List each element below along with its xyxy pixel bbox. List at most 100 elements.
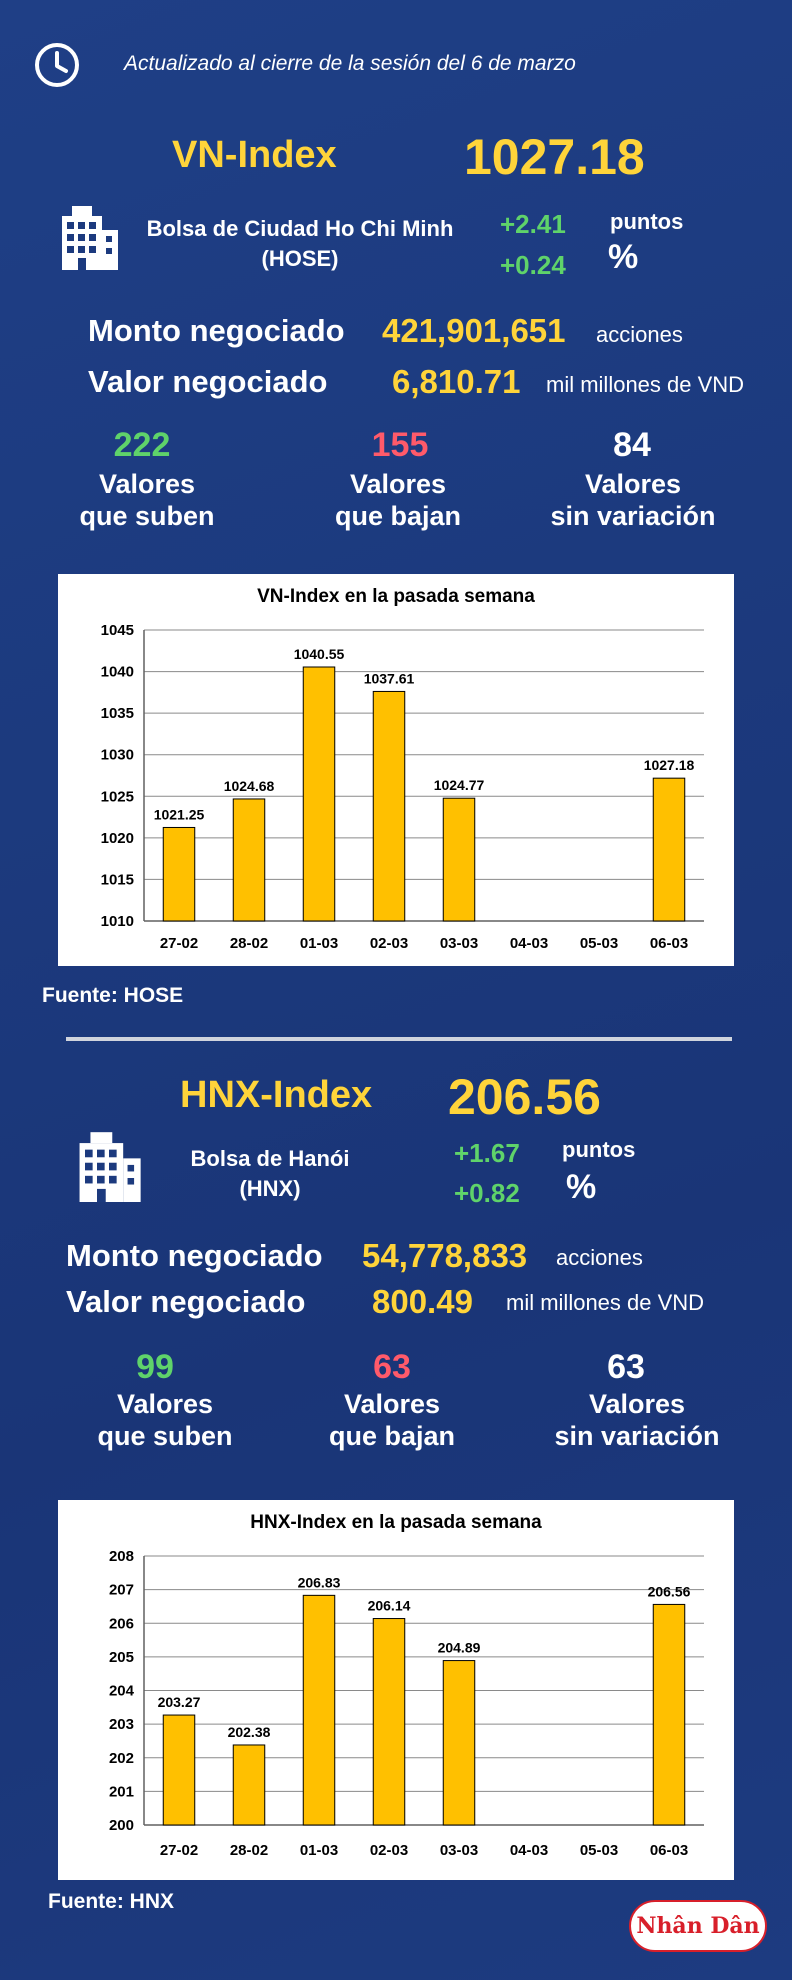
y-tick-label: 1040 (101, 664, 134, 681)
hnx-up-label: Valores que suben (55, 1388, 275, 1452)
vn-down-label-line1: Valores (349, 469, 447, 499)
bar (232, 1744, 266, 1826)
data-label: 1024.77 (434, 777, 485, 793)
x-tick-label: 06-03 (650, 1842, 688, 1859)
hnx-valuetraded-label: Valor negociado (66, 1284, 306, 1319)
hnx-volume-value: 54,778,833 (362, 1237, 528, 1274)
bar (162, 826, 196, 922)
logo-text: Nhân Dân (636, 1913, 760, 1939)
vn-exchange-line2: (HOSE) (261, 246, 339, 271)
x-tick-label: 01-03 (300, 1842, 338, 1859)
x-tick-label: 05-03 (580, 935, 618, 952)
y-tick-label: 1015 (101, 871, 134, 888)
bar (652, 1603, 686, 1826)
hnx-flat-label-line1: Valores (588, 1389, 686, 1419)
x-tick-label: 05-03 (580, 1842, 618, 1859)
hnx-valuetraded-unit: mil millones de VND (506, 1290, 705, 1315)
data-label: 202.38 (228, 1724, 271, 1740)
vn-change-points: +2.41 (500, 209, 566, 239)
data-label: 206.83 (298, 1574, 341, 1590)
updated-text: Actualizado al cierre de la sesión del 6… (124, 52, 576, 75)
y-tick-label: 201 (109, 1783, 134, 1800)
y-tick-label: 202 (109, 1750, 134, 1767)
vn-chart-panel: VN-Index en la pasada semana 1010 1015 1020… (58, 574, 734, 966)
data-label: 1040.55 (294, 646, 345, 662)
y-tick-label: 203 (109, 1716, 134, 1733)
vn-up-label-line1: Valores (98, 469, 196, 499)
hnx-down-label-line1: Valores (343, 1389, 441, 1419)
y-tick-label: 204 (109, 1683, 135, 1700)
hnx-change-points-unit: puntos (562, 1137, 636, 1162)
vn-up-label: Valores que suben (37, 468, 257, 532)
hnx-down-label-line2: que bajan (328, 1421, 456, 1451)
data-label: 1024.68 (224, 778, 275, 794)
y-tick-label: 205 (109, 1649, 134, 1666)
data-label: 206.56 (648, 1583, 691, 1599)
vn-up-label-line2: que suben (79, 501, 215, 531)
vn-valuetraded-unit: mil millones de VND (546, 372, 745, 397)
vn-valuetraded-value: 6,810.71 (392, 363, 521, 400)
bar (652, 777, 686, 922)
vn-volume-value: 421,901,651 (382, 312, 566, 349)
bar (442, 797, 476, 922)
bar (442, 1660, 476, 1826)
data-label: 1027.18 (644, 757, 695, 773)
vn-down-label: Valores que bajan (288, 468, 508, 532)
hnx-up-label-line1: Valores (116, 1389, 214, 1419)
y-tick-label: 1030 (101, 747, 134, 764)
hnx-up-label-line2: que suben (97, 1421, 233, 1451)
y-tick-label: 206 (109, 1615, 134, 1632)
nhan-dan-logo: Nhân Dân (629, 1900, 767, 1952)
hnx-down-label: Valores que bajan (282, 1388, 502, 1452)
vn-flat-label-line2: sin variación (550, 501, 716, 531)
hnx-source: Fuente: HNX (48, 1890, 174, 1913)
data-label: 1037.61 (364, 670, 415, 686)
hnx-index-value: 206.56 (448, 1069, 601, 1125)
vn-volume-label: Monto negociado (88, 313, 345, 348)
building-icon (79, 1132, 141, 1202)
hnx-chart-panel: HNX-Index en la pasada semana 200 201 202 20… (58, 1500, 734, 1880)
y-tick-label: 207 (109, 1582, 134, 1599)
chart-title: HNX-Index en la pasada semana (250, 1512, 542, 1533)
data-label: 1021.25 (154, 806, 205, 822)
bar (302, 1594, 336, 1826)
vn-down-label-line2: que bajan (334, 501, 462, 531)
x-tick-label: 06-03 (650, 935, 688, 952)
vn-change-pct-unit: % (608, 238, 639, 276)
vn-exchange-line1: Bolsa de Ciudad Ho Chi Minh (146, 216, 454, 241)
vn-index-chart: VN-Index en la pasada semana 1010 1015 1020… (101, 586, 704, 952)
hnx-flat-label-line2: sin variación (554, 1421, 720, 1451)
chart-title: VN-Index en la pasada semana (257, 586, 535, 607)
hnx-exchange-name: Bolsa de Hanói (HNX) (150, 1144, 390, 1204)
x-tick-label: 04-03 (510, 935, 548, 952)
hnx-change-pct-unit: % (566, 1168, 597, 1206)
x-tick-label: 04-03 (510, 1842, 548, 1859)
hnx-exchange-line2: (HNX) (239, 1176, 301, 1201)
vn-flat-count: 84 (613, 426, 651, 464)
hnx-valuetraded-value: 800.49 (372, 1283, 473, 1320)
y-tick-label: 1020 (101, 830, 134, 847)
hnx-index-chart: HNX-Index en la pasada semana 200 201 202 20… (109, 1512, 704, 1859)
vn-exchange-name: Bolsa de Ciudad Ho Chi Minh (HOSE) (130, 214, 470, 274)
bar (302, 666, 336, 922)
vn-flat-label-line1: Valores (584, 469, 682, 499)
vn-change-points-unit: puntos (610, 209, 684, 234)
hnx-exchange-line1: Bolsa de Hanói (190, 1146, 350, 1171)
x-tick-label: 01-03 (300, 935, 338, 952)
x-tick-label: 28-02 (230, 1842, 268, 1859)
hnx-down-count: 63 (373, 1348, 411, 1386)
hnx-flat-count: 63 (607, 1348, 645, 1386)
vn-volume-unit: acciones (596, 322, 683, 347)
building-icon (62, 206, 118, 270)
vn-valuetraded-label: Valor negociado (88, 364, 328, 399)
hnx-change-pct: +0.82 (454, 1178, 520, 1208)
y-tick-label: 1045 (101, 622, 134, 639)
clock-icon (35, 43, 79, 87)
y-tick-label: 1035 (101, 705, 134, 722)
y-tick-label: 208 (109, 1548, 134, 1565)
hnx-change-points: +1.67 (454, 1138, 520, 1168)
hnx-volume-unit: acciones (556, 1245, 643, 1270)
vn-index-name: VN-Index (172, 134, 337, 176)
section-divider (66, 1037, 732, 1041)
